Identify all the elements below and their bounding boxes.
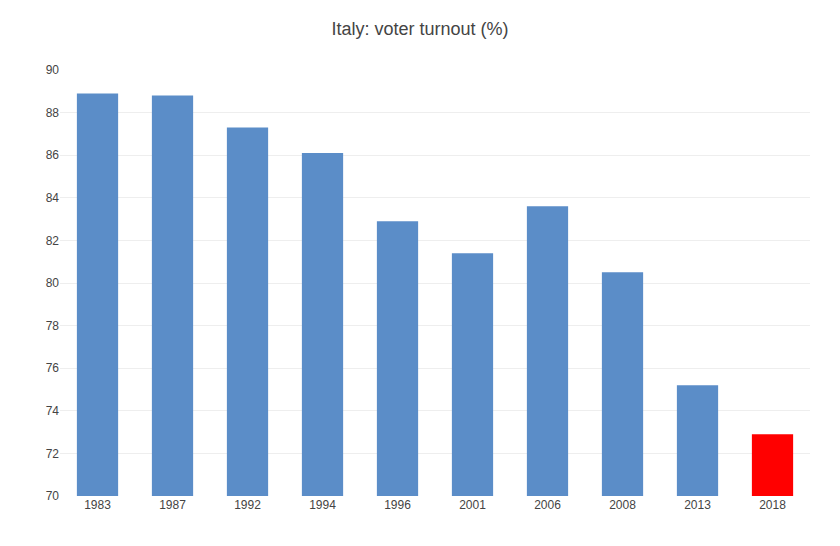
svg-text:1994: 1994 [309, 498, 336, 512]
svg-text:1983: 1983 [84, 498, 111, 512]
svg-text:2006: 2006 [534, 498, 561, 512]
svg-text:70: 70 [46, 489, 60, 503]
svg-text:88: 88 [46, 106, 60, 120]
svg-text:2013: 2013 [684, 498, 711, 512]
svg-text:2008: 2008 [609, 498, 636, 512]
svg-text:90: 90 [46, 63, 60, 77]
svg-text:78: 78 [46, 319, 60, 333]
svg-text:1992: 1992 [234, 498, 261, 512]
svg-text:82: 82 [46, 234, 60, 248]
svg-text:2018: 2018 [759, 498, 786, 512]
svg-text:2001: 2001 [459, 498, 486, 512]
svg-text:1987: 1987 [159, 498, 186, 512]
svg-text:84: 84 [46, 191, 60, 205]
svg-text:74: 74 [46, 404, 60, 418]
svg-text:76: 76 [46, 361, 60, 375]
svg-text:72: 72 [46, 447, 60, 461]
svg-text:1996: 1996 [384, 498, 411, 512]
svg-text:86: 86 [46, 148, 60, 162]
svg-text:Italy: voter turnout (%): Italy: voter turnout (%) [331, 19, 508, 39]
svg-text:80: 80 [46, 276, 60, 290]
